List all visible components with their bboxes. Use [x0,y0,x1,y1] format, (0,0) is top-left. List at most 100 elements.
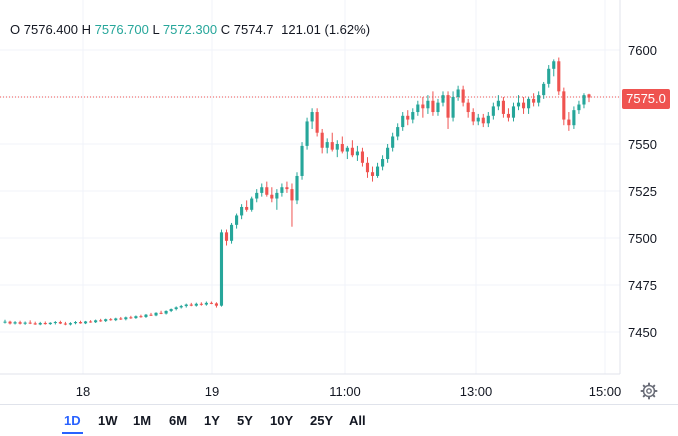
candle-body [28,322,32,324]
candle-body [129,317,133,319]
candle-body [114,318,118,321]
x-tick-label: 15:00 [589,384,622,399]
candle-body [532,98,536,103]
high-value: 7576.700 [94,22,149,37]
range-button-25y[interactable]: 25Y [310,413,334,428]
candle-body [466,102,470,113]
candlestick-chart[interactable]: 7600 7550 7525 7500 7475 7450 18 19 11:00 13:00 15… [0,0,678,405]
y-tick-label: 7600 [628,43,657,58]
candle-body [240,206,244,216]
close-label: C [220,22,231,37]
candle-body [83,321,88,324]
candle-body [421,104,425,109]
range-selector: 1D 1W 1M 6M 1Y 5Y 10Y 25Y All [0,404,678,436]
range-button-6m[interactable]: 6M [169,413,188,428]
x-tick-label: 13:00 [460,384,493,399]
candle-body [416,104,420,113]
candle-body [300,145,304,176]
candle-body [521,102,526,109]
candle-body [340,144,344,152]
candle-body [542,83,546,96]
candle-body [501,100,505,114]
range-button-5y[interactable]: 5Y [237,413,253,428]
candle-body [386,147,390,160]
candle-body [164,310,168,314]
candle-body [391,136,395,148]
candle-body [154,312,158,316]
candle-body [406,115,410,120]
candle-body [451,97,455,118]
candle-body [48,322,52,325]
candle-body [562,91,566,120]
candle-body [431,100,435,113]
range-button-1y[interactable]: 1Y [204,413,220,428]
range-button-10y[interactable]: 10Y [270,413,294,428]
candle-body [481,117,485,124]
x-tick-label: 18 [76,384,90,399]
candle-body [255,192,259,199]
candle-body [124,317,128,320]
gear-icon[interactable] [640,382,658,400]
candle-body [365,162,370,173]
candle-body [552,61,556,69]
range-button-1d[interactable]: 1D [62,411,83,434]
candle-body [315,112,319,133]
candle-body [265,187,269,195]
price-chart[interactable]: 7600 7550 7525 7500 7475 7450 18 19 11:00 13:00 15… [0,0,678,405]
candle-body [224,232,229,241]
candle-body [461,89,465,103]
candle-body [169,309,173,311]
candle-body [486,115,490,124]
candle-body [557,61,561,92]
open-label: O [10,22,21,37]
candle-body [209,302,213,304]
candle-body [78,322,83,324]
candle-body [285,187,289,190]
last-price-label: 7575.0 [622,89,670,109]
candle-body [350,147,354,156]
candle-body [33,323,37,325]
x-tick-label: 19 [205,384,219,399]
y-tick-label: 7450 [628,325,657,340]
candle-body [401,115,405,128]
candle-body [290,189,294,201]
close-value: 7574.7 [233,22,274,37]
candle-body [537,95,541,103]
candle-body [491,106,495,116]
candle-body [63,323,67,325]
candle-body [456,89,460,97]
candle-body [229,224,234,241]
candle-body [370,172,375,176]
candle-body [144,314,148,317]
ohlc-legend: O 7576.400 H 7576.700 L 7572.300 C 7574.… [10,22,370,37]
range-button-all[interactable]: All [349,413,366,428]
y-tick-label: 7500 [628,231,657,246]
candle-body [134,316,138,319]
candle-body [73,322,78,324]
candle-body [436,102,440,113]
candle-body [496,100,500,107]
candle-body [23,322,27,324]
y-tick-label: 7475 [628,278,657,293]
candle-body [567,119,571,126]
candle-body [109,319,113,321]
candle-body [199,303,203,305]
candle-body [335,144,339,150]
candle-body [446,95,450,118]
candle-body [38,322,42,325]
candle-body [194,303,198,306]
candle-body [235,215,239,225]
candle-body [516,102,521,107]
candle-body [527,98,531,109]
low-value: 7572.300 [162,22,218,37]
candle-body [89,321,93,323]
candle-body [119,318,123,320]
candle-body [375,166,380,176]
range-button-1m[interactable]: 1M [133,413,152,428]
candle-body [506,113,511,118]
candle-body [179,306,183,308]
high-label: H [81,22,91,37]
candle-body [184,304,188,307]
range-button-1w[interactable]: 1W [98,413,118,428]
candle-body [547,68,551,84]
